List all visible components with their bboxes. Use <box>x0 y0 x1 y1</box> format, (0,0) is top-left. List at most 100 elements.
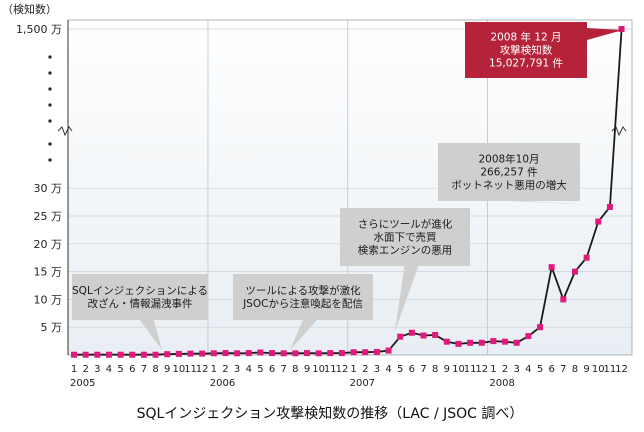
axis-break-dot <box>48 158 52 162</box>
x-tick-label: 5 <box>397 364 403 375</box>
callout-text: 2008 年 12 月 <box>490 31 561 44</box>
x-tick-label: 7 <box>141 364 147 375</box>
axis-break-dot <box>48 71 52 75</box>
data-point <box>432 331 439 338</box>
data-point <box>199 350 206 357</box>
data-point <box>350 349 357 356</box>
data-point <box>478 339 485 346</box>
data-point <box>560 296 567 303</box>
x-tick-label: 9 <box>583 364 589 375</box>
data-point <box>618 26 625 32</box>
x-tick-label: 7 <box>560 364 566 375</box>
year-label: 2006 <box>210 378 235 389</box>
x-tick-label: 12 <box>475 364 488 375</box>
callout-text: ツールによる攻撃が激化 <box>245 284 361 297</box>
data-point <box>140 351 147 358</box>
callout-text: 検索エンジンの悪用 <box>358 244 453 257</box>
y-tick-label: 20 万 <box>34 238 63 251</box>
x-tick-label: 2 <box>502 364 508 375</box>
data-point <box>537 324 543 331</box>
data-point <box>234 350 241 357</box>
data-point <box>164 351 171 358</box>
callout-pointer <box>290 320 317 350</box>
data-point <box>71 351 77 358</box>
x-tick-label: 6 <box>409 364 415 375</box>
x-tick-label: 2 <box>82 364 88 375</box>
x-tick-label: 2 <box>362 364 368 375</box>
callout-pointer <box>395 266 419 331</box>
x-tick-label: 10 <box>312 364 325 375</box>
data-point <box>548 264 555 271</box>
callout-pointer <box>139 320 162 350</box>
y-tick-label: 30 万 <box>34 182 63 195</box>
callout-pointer <box>587 28 623 40</box>
y-tick-label: 15 万 <box>34 266 63 279</box>
callout-text: SQLインジェクションによる <box>72 285 208 297</box>
data-point <box>467 339 474 346</box>
data-point <box>490 338 497 345</box>
data-point <box>315 350 322 357</box>
year-label: 2005 <box>70 378 95 389</box>
x-tick-label: 2 <box>222 364 228 375</box>
data-point <box>362 349 369 356</box>
x-tick-label: 11 <box>184 364 197 375</box>
x-tick-label: 6 <box>269 364 275 375</box>
x-tick-label: 8 <box>572 364 578 375</box>
data-point <box>292 350 299 357</box>
x-tick-label: 11 <box>324 364 337 375</box>
data-point <box>187 350 194 357</box>
data-point <box>94 351 101 358</box>
callout-text: 攻撃検知数 <box>500 44 553 57</box>
data-point <box>117 351 124 358</box>
y-tick-label: 10 万 <box>34 293 63 306</box>
callout-pointer <box>509 201 598 205</box>
callout-text: 改ざん・情報漏洩事件 <box>88 297 193 310</box>
year-label: 2007 <box>350 378 375 389</box>
x-tick-label: 10 <box>592 364 605 375</box>
data-point <box>210 350 217 357</box>
x-tick-label: 1 <box>490 364 496 375</box>
data-point <box>304 350 310 357</box>
data-point <box>595 218 602 225</box>
data-point <box>583 254 590 261</box>
callout-text: 2008年10月 <box>478 153 539 166</box>
x-tick-label: 4 <box>385 364 391 375</box>
callout-box <box>340 208 470 266</box>
data-point <box>175 350 182 357</box>
data-point <box>129 351 136 358</box>
axis-break-dot <box>48 142 52 146</box>
x-tick-label: 4 <box>106 364 112 375</box>
x-tick-label: 6 <box>129 364 135 375</box>
data-point <box>152 351 159 358</box>
data-point <box>373 348 380 355</box>
callout-text: JSOCから注意喚起を配信 <box>242 297 363 310</box>
callout-text: 266,257 件 <box>480 167 537 179</box>
data-point <box>245 350 252 357</box>
x-tick-label: 8 <box>152 364 158 375</box>
data-point <box>257 349 264 356</box>
x-tick-label: 1 <box>350 364 356 375</box>
data-point <box>443 338 450 345</box>
x-tick-label: 1 <box>71 364 77 375</box>
data-point <box>105 351 112 358</box>
y-tick-label: 25 万 <box>34 210 63 223</box>
x-tick-label: 5 <box>537 364 543 375</box>
data-point <box>82 351 89 358</box>
data-point <box>420 332 427 339</box>
callout-text: 水面下で売買 <box>374 231 437 244</box>
data-point <box>513 339 520 346</box>
data-point <box>455 340 462 347</box>
x-tick-label: 10 <box>452 364 465 375</box>
callout-box <box>72 274 208 320</box>
x-tick-label: 8 <box>292 364 298 375</box>
data-point <box>222 350 229 357</box>
callout-text: さらにツールが進化 <box>358 218 453 231</box>
axis-break-mark <box>57 126 73 137</box>
x-tick-label: 4 <box>246 364 252 375</box>
callout-text: 15,027,791 件 <box>489 58 563 70</box>
